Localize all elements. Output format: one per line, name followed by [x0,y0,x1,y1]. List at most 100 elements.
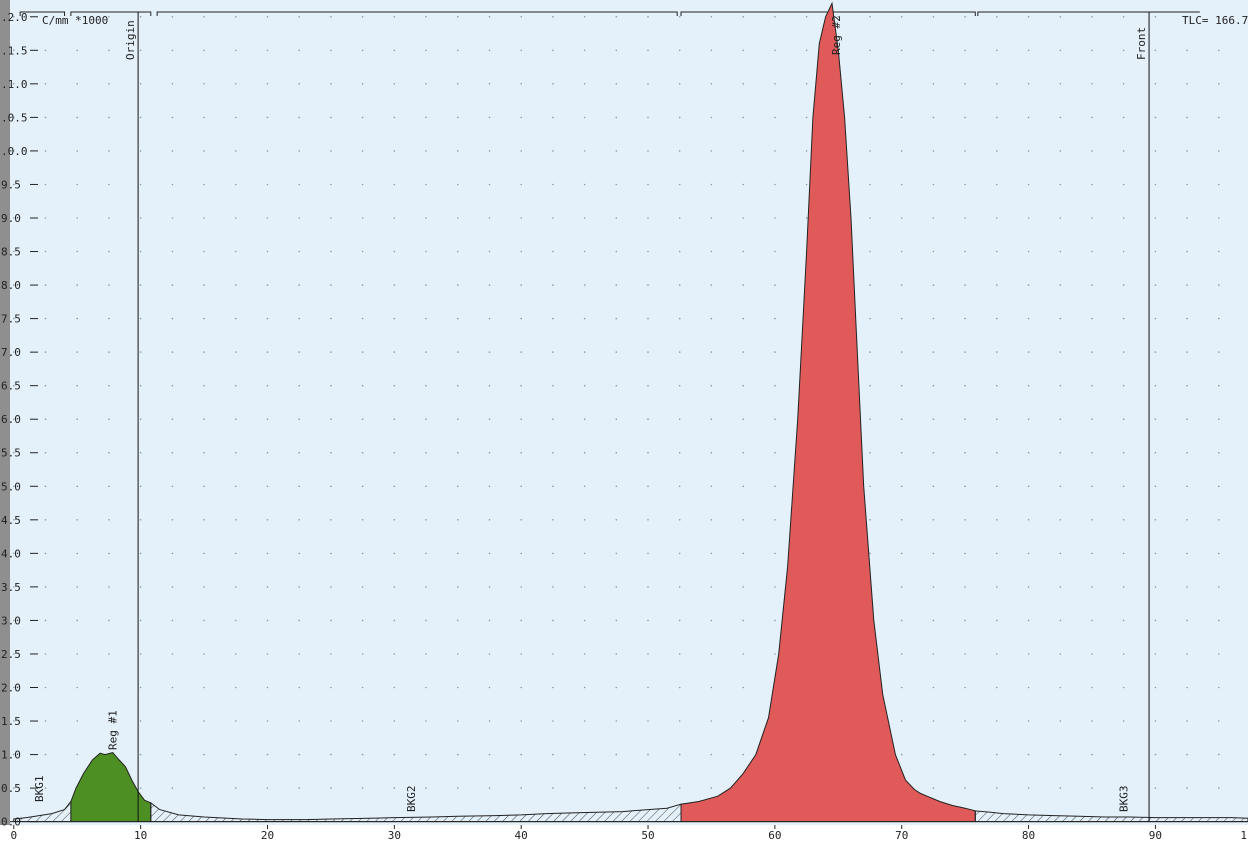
grid-dot [13,351,15,353]
grid-dot [520,619,522,622]
grid-dot [932,451,935,454]
grid-dot [932,619,935,622]
grid-dot [678,787,681,789]
grid-dot [647,15,649,18]
grid-dot [108,418,110,421]
grid-dot [932,418,935,421]
grid-dot [520,183,522,186]
grid-dot [457,787,459,789]
grid-dot [710,653,713,655]
grid-dot [583,586,586,588]
grid-dot [330,351,332,353]
grid-dot [330,217,332,219]
grid-dot [330,653,332,655]
grid-dot [710,720,713,722]
grid-dot [13,418,15,421]
grid-dot [44,686,47,689]
grid-dot [76,351,78,353]
grid-dot [1027,49,1030,52]
grid-dot [44,250,47,253]
grid-dot [1218,351,1220,353]
grid-dot [298,519,301,521]
grid-dot [774,384,776,387]
grid-dot [900,150,903,152]
grid-dot [678,552,681,555]
y-tick-label: 8.0 [1,279,21,292]
grid-dot [552,83,554,85]
grid-dot [1027,552,1030,555]
grid-dot [203,250,205,253]
grid-dot [647,351,649,353]
grid-dot [1091,451,1093,454]
region-label: BKG2 [405,786,418,813]
grid-dot [361,418,364,421]
grid-dot [361,619,364,622]
grid-dot [869,351,871,353]
grid-dot [425,150,427,152]
grid-dot [44,284,47,286]
grid-dot [361,586,364,588]
grid-dot [710,150,713,152]
grid-dot [425,552,427,555]
grid-dot [298,720,301,722]
grid-dot [678,183,681,186]
grid-dot [964,619,966,622]
grid-dot [900,653,903,655]
grid-dot [678,116,681,119]
grid-dot [996,217,998,219]
grid-dot [1186,686,1188,689]
grid-dot [235,787,237,789]
grid-dot [710,284,713,286]
grid-dot [108,552,110,555]
grid-dot [266,183,269,186]
grid-dot [139,586,142,588]
grid-dot [235,250,237,253]
grid-dot [361,552,364,555]
x-tick-label: 30 [388,829,401,840]
grid-dot [1154,519,1157,521]
grid-dot [710,787,713,789]
grid-dot [488,15,491,18]
grid-dot [552,485,554,488]
grid-dot [13,183,15,186]
grid-dot [964,116,966,119]
grid-dot [1091,720,1093,722]
grid-dot [552,753,554,756]
grid-dot [1154,720,1157,722]
grid-dot [393,284,396,286]
grid-dot [171,284,174,286]
grid-dot [805,116,808,119]
grid-dot [996,519,998,521]
grid-dot [393,384,396,387]
grid-dot [1059,317,1062,320]
grid-dot [996,15,998,18]
grid-dot [964,451,966,454]
grid-dot [76,250,78,253]
grid-dot [583,519,586,521]
grid-dot [932,485,935,488]
grid-dot [1154,552,1157,555]
grid-dot [615,753,618,756]
grid-dot [552,150,554,152]
grid-dot [1218,686,1220,689]
grid-dot [171,686,174,689]
x-tick-label: 80 [1022,829,1035,840]
grid-dot [869,83,871,85]
grid-dot [742,418,744,421]
grid-dot [1059,519,1062,521]
marker-label: Front [1135,27,1148,60]
grid-dot [1027,787,1030,789]
grid-dot [1091,250,1093,253]
x-tick-label: 70 [895,829,908,840]
grid-dot [457,384,459,387]
grid-dot [869,451,871,454]
grid-dot [678,451,681,454]
grid-dot [1122,351,1125,353]
grid-dot [393,653,396,655]
grid-dot [1186,183,1188,186]
grid-dot [266,83,269,85]
grid-dot [44,183,47,186]
grid-dot [774,284,776,286]
grid-dot [1059,183,1062,186]
grid-dot [900,384,903,387]
